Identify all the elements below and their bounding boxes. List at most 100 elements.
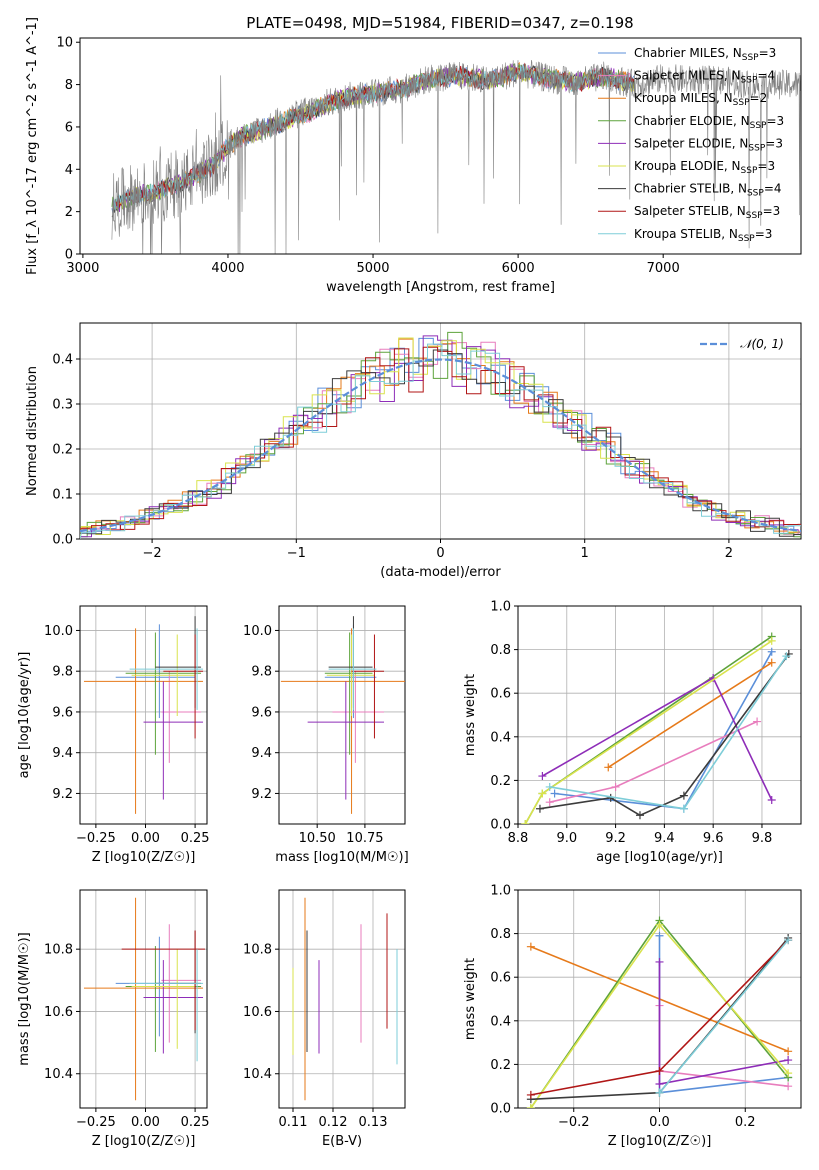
x-tick-label: 9.4	[654, 831, 675, 846]
weight-marker	[635, 811, 644, 820]
weight-line	[658, 939, 789, 1094]
x-tick-label: 0.11	[279, 1115, 308, 1130]
x-tick-label: −0.2	[558, 1115, 590, 1130]
x-tick-label: −1	[287, 546, 306, 561]
axes-frame	[79, 889, 208, 1109]
y-tick-label: 10.6	[243, 1005, 272, 1020]
weight-marker	[782, 652, 791, 661]
x-axis-label: E(B-V)	[322, 1134, 362, 1149]
legend-subscript: SSP	[746, 211, 763, 221]
y-tick-label: 10.0	[243, 624, 272, 639]
chart-mass-vs-EBV: 0.11 0.12 0.13 10.4 10.6 10.8 E(B-V)	[243, 889, 406, 1149]
weight-marker	[535, 804, 544, 813]
y-tick-label: 9.4	[52, 746, 73, 761]
weight-marker	[545, 798, 554, 807]
weight-marker	[655, 1080, 664, 1089]
chart-spectrum: 3000 4000 5000 6000 7000 0 2 4 6 8 10 wavelength [A…	[25, 17, 802, 295]
x-tick-label: 7000	[647, 261, 680, 276]
x-axis-label: (data-model)/error	[380, 565, 501, 580]
weight-marker	[545, 782, 554, 791]
y-axis-label: mass weight	[463, 958, 478, 1040]
weight-marker	[784, 936, 793, 945]
y-tick-label: 0.2	[52, 443, 73, 458]
weight-marker	[526, 942, 535, 951]
y-tick-label: 0.0	[490, 1102, 511, 1117]
legend-subscript: SSP	[742, 53, 759, 63]
x-tick-label: 5000	[356, 261, 389, 276]
y-tick-label: 0.8	[490, 643, 511, 658]
y-tick-label: 6	[65, 120, 73, 135]
axes-frame	[79, 37, 802, 255]
legend-subscript: SSP	[741, 76, 758, 86]
x-axis-label: age [log10(age/yr)]	[596, 850, 723, 865]
y-tick-label: 0	[65, 248, 73, 263]
chart-age-vs-Z: −0.25 0.00 0.25 9.2 9.4 9.6 9.8 10.0 Z [log10(Z/…	[17, 605, 210, 865]
x-axis-label: wavelength [Angstrom, rest frame]	[326, 280, 555, 295]
x-tick-label: 0.25	[181, 1115, 210, 1130]
y-tick-label: 10.4	[243, 1067, 272, 1082]
x-tick-label: 0.0	[649, 1115, 670, 1130]
x-tick-label: 1	[581, 546, 589, 561]
y-axis-label: mass weight	[463, 674, 478, 756]
weight-line	[607, 662, 773, 768]
chart-mass-vs-Z: −0.25 0.00 0.25 10.4 10.6 10.8 Z [log10(Z/Z☉)]…	[17, 889, 210, 1149]
weight-marker	[767, 658, 776, 667]
legend-subscript: SSP	[747, 189, 764, 199]
legend: Chabrier MILES, NSSP=3 Salpeter MILES, NS…	[598, 46, 784, 244]
residual-histogram	[80, 346, 801, 539]
x-tick-label: 0.2	[735, 1115, 756, 1130]
normal-curve	[80, 358, 801, 533]
legend-value: =3	[759, 46, 777, 60]
y-tick-label: 1.0	[490, 600, 511, 615]
y-tick-label: 10.6	[44, 1005, 73, 1020]
axes-frame	[278, 605, 406, 825]
legend-entry: Salpeter MILES, NSSP=4	[634, 69, 775, 86]
spectrum-plot	[111, 59, 801, 254]
weight-marker	[521, 820, 530, 824]
y-tick-label: 10.4	[44, 1067, 73, 1082]
plot-area	[83, 897, 206, 1101]
weight-marker	[679, 791, 688, 800]
legend-value: =3	[763, 204, 781, 218]
legend-value: =2	[750, 91, 768, 105]
legend-value: =4	[757, 69, 775, 83]
x-axis-label: mass [log10(M/M☉)]	[275, 850, 408, 865]
x-tick-label: 0.00	[131, 1115, 160, 1130]
x-tick-label: −0.25	[76, 831, 116, 846]
y-tick-label: 0.8	[490, 927, 511, 942]
y-tick-label: 9.6	[52, 705, 73, 720]
weight-marker	[538, 772, 547, 781]
weight-marker	[753, 717, 762, 726]
y-tick-label: 0.0	[52, 533, 73, 548]
plot-area	[526, 916, 793, 1108]
weight-marker	[604, 763, 613, 772]
y-tick-label: 0.6	[490, 687, 511, 702]
legend-entry: Kroupa ELODIE, NSSP=3	[634, 159, 775, 176]
weight-marker	[784, 1047, 793, 1056]
legend-subscript: SSP	[733, 98, 750, 108]
x-tick-label: 10.50	[299, 831, 336, 846]
plot-area	[521, 632, 793, 824]
x-tick-label: 0.13	[359, 1115, 388, 1130]
legend-entry: Salpeter ELODIE, NSSP=3	[634, 136, 783, 153]
y-tick-label: 0.2	[490, 774, 511, 789]
legend-subscript: SSP	[741, 166, 758, 176]
legend-value: =3	[757, 159, 775, 173]
legend-entry: Chabrier MILES, NSSP=3	[634, 46, 776, 63]
residual-histogram	[80, 337, 801, 539]
x-tick-label: 6000	[502, 261, 535, 276]
axes-frame	[278, 889, 406, 1109]
hist-plot	[80, 331, 801, 539]
y-tick-label: 0.2	[490, 1058, 511, 1073]
x-tick-label: 9.6	[703, 831, 724, 846]
y-tick-label: 10.0	[44, 624, 73, 639]
weight-marker	[655, 1066, 664, 1075]
y-axis-label: Normed distribution	[25, 366, 40, 496]
y-tick-label: 0.6	[490, 971, 511, 986]
y-tick-label: 0.0	[490, 818, 511, 833]
legend-value: =3	[765, 136, 783, 150]
weight-marker	[767, 636, 776, 645]
weight-marker	[538, 789, 547, 798]
y-tick-label: 2	[65, 205, 73, 220]
